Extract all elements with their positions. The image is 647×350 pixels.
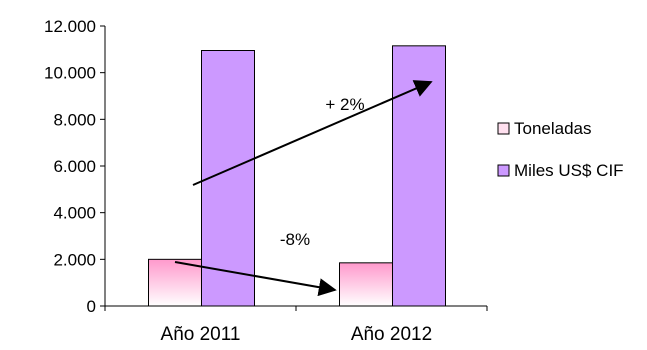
x-category-label: Año 2012 [351, 324, 432, 345]
bar-miles-usd-cif-2 [392, 45, 446, 307]
y-tick-label: 8.000 [53, 110, 96, 129]
trend-arrow-1 [192, 80, 433, 186]
annotations-group: + 2% -8% [174, 80, 433, 297]
x-category-label: Año 2011 [161, 324, 241, 345]
change-annotation: -8% [280, 230, 310, 249]
legend: Toneladas Miles US$ CIF [497, 119, 624, 180]
legend-swatch-1 [497, 122, 510, 135]
legend-label: Toneladas [514, 119, 592, 138]
change-annotation: + 2% [325, 95, 364, 114]
trend-arrow-2 [174, 261, 337, 297]
x-categories-group: Año 2011 Año 2012 [104, 306, 488, 345]
y-tick-label: 2.000 [53, 250, 96, 269]
y-tick-label: 0 [87, 297, 96, 316]
y-tick-label: 6.000 [53, 157, 96, 176]
y-ticks-group: 0 2.000 4.000 6.000 8.000 10.000 12.000 [44, 17, 105, 316]
bar-toneladas-1 [148, 258, 202, 307]
legend-label: Miles US$ CIF [514, 161, 624, 180]
y-tick-label: 10.000 [44, 64, 96, 83]
bars-group [148, 45, 446, 307]
y-tick-label: 12.000 [44, 17, 96, 36]
y-tick-label: 4.000 [53, 204, 96, 223]
legend-swatch-2 [497, 164, 510, 177]
bar-toneladas-2 [339, 262, 393, 307]
